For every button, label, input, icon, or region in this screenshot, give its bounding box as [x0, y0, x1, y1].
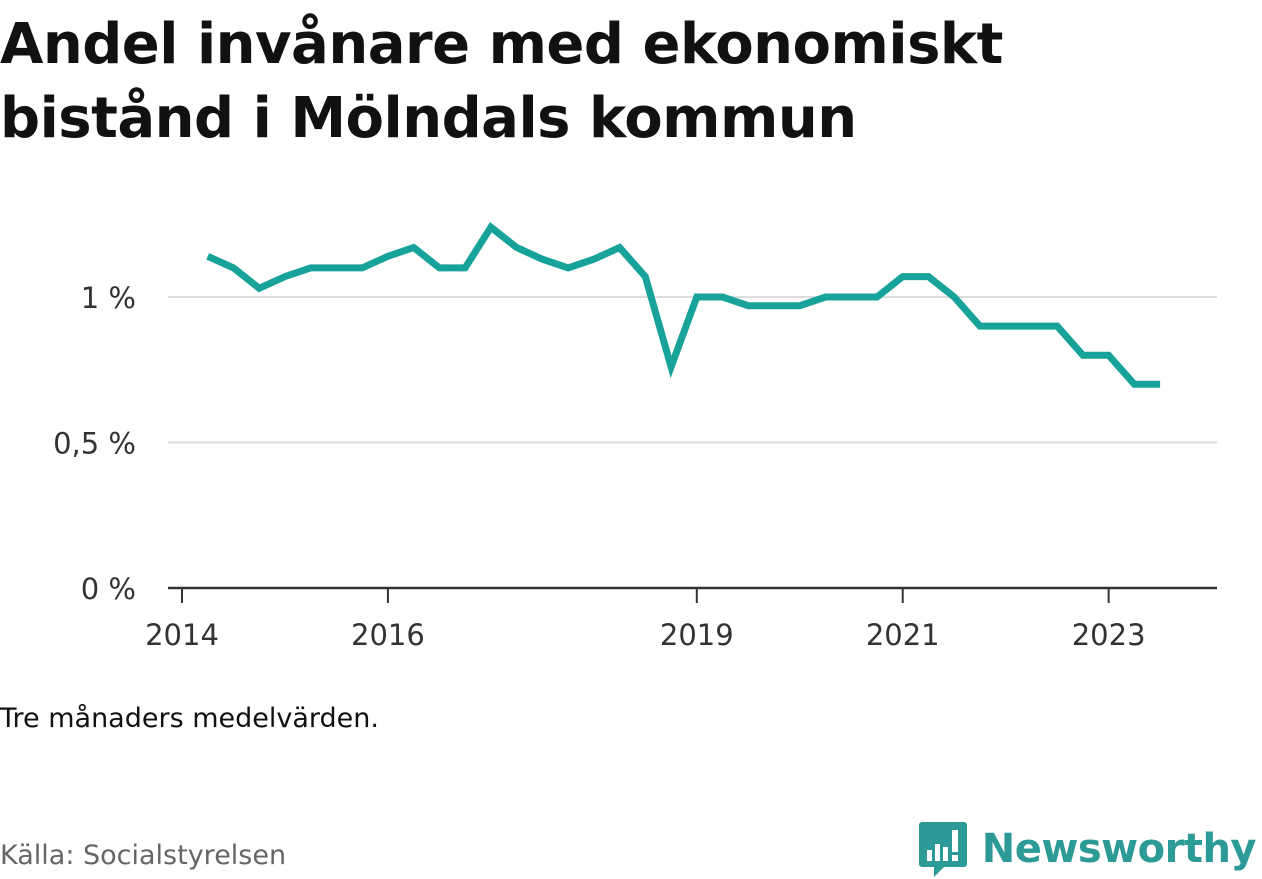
newsworthy-logo-icon — [918, 822, 967, 877]
y-axis-ticks: 0 % 0,5 % 1 % — [53, 281, 136, 606]
x-tick-label: 2019 — [660, 618, 734, 652]
series-layer — [206, 222, 1161, 388]
series-line — [206, 222, 1161, 388]
brand-logo: Newsworthy — [918, 820, 1257, 878]
gridlines — [168, 296, 1217, 444]
y-tick-label: 1 % — [81, 281, 136, 315]
y-tick-label: 0 % — [81, 572, 136, 606]
x-tick-label: 2014 — [145, 618, 219, 652]
x-axis: 2014 2016 2019 2021 2023 — [145, 586, 1217, 652]
y-tick-label: 0,5 % — [53, 427, 136, 461]
x-tick-label: 2016 — [351, 618, 425, 652]
brand-name: Newsworthy — [981, 826, 1257, 872]
x-tick-label: 2023 — [1072, 618, 1146, 652]
line-chart: 0 % 0,5 % 1 % 2014 2016 2019 2021 2023 — [53, 222, 1217, 652]
source-text: Källa: Socialstyrelsen — [0, 840, 287, 871]
x-tick-label: 2021 — [866, 618, 940, 652]
chart-note: Tre månaders medelvärden. — [0, 703, 379, 734]
chart-title: Andel invånare med ekonomiskt bistånd i … — [0, 12, 1003, 151]
